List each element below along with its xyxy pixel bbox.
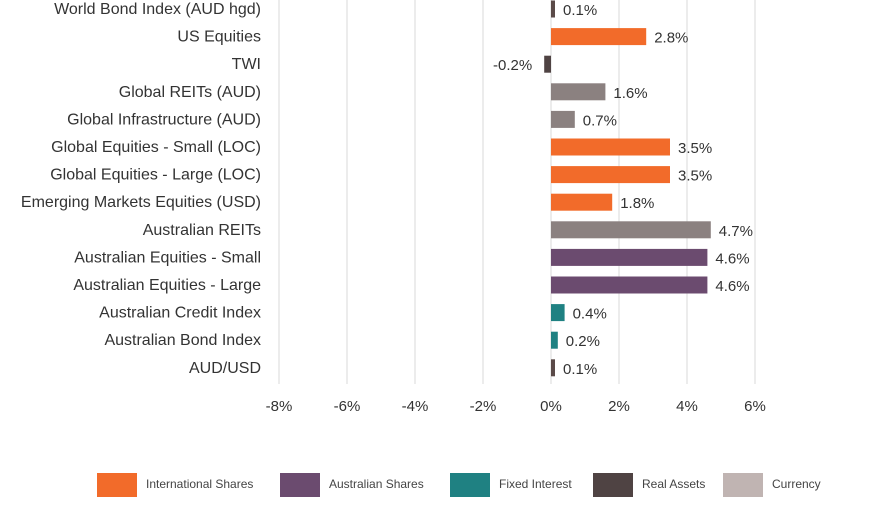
bar bbox=[551, 110, 575, 128]
bars bbox=[544, 0, 711, 377]
x-tick-label: 0% bbox=[540, 398, 562, 415]
x-tick-label: 6% bbox=[744, 398, 766, 415]
category-label: World Bond Index (AUD hgd) bbox=[54, 1, 261, 18]
x-tick-label: -6% bbox=[334, 398, 361, 415]
category-label: Emerging Markets Equities (USD) bbox=[21, 194, 261, 211]
category-label: Global REITs (AUD) bbox=[119, 84, 261, 101]
bar bbox=[551, 166, 670, 184]
value-label: 0.4% bbox=[573, 306, 607, 323]
category-label: Australian Bond Index bbox=[104, 332, 261, 349]
x-tick-label: -8% bbox=[266, 398, 293, 415]
legend-item: Fixed Interest bbox=[450, 473, 572, 497]
value-label: 0.1% bbox=[563, 361, 597, 378]
category-label: Australian Credit Index bbox=[99, 305, 261, 322]
legend-swatch bbox=[97, 473, 137, 497]
value-label: 2.8% bbox=[654, 30, 688, 47]
value-label: 4.6% bbox=[715, 278, 749, 295]
category-labels: World Bond Index (AUD hgd) US Equities TWI… bbox=[21, 1, 261, 377]
legend-swatch bbox=[593, 473, 633, 497]
legend-label: Fixed Interest bbox=[499, 477, 572, 491]
legend-label: International Shares bbox=[146, 477, 253, 491]
legend-label: Currency bbox=[772, 477, 821, 491]
x-tick-label: -2% bbox=[470, 398, 497, 415]
bar bbox=[551, 138, 670, 156]
value-label: 3.5% bbox=[678, 168, 712, 185]
category-label: US Equities bbox=[177, 29, 261, 46]
value-label: 4.6% bbox=[715, 250, 749, 267]
bar bbox=[551, 331, 558, 349]
legend-item: International Shares bbox=[97, 473, 253, 497]
value-label: 3.5% bbox=[678, 140, 712, 157]
x-axis-ticks: -8% -6% -4% -2% 0% 2% 4% 6% bbox=[266, 398, 766, 415]
category-label: Global Infrastructure (AUD) bbox=[67, 111, 261, 128]
legend-item: Real Assets bbox=[593, 473, 705, 497]
category-label: Global Equities - Large (LOC) bbox=[50, 167, 261, 184]
category-label: Australian Equities - Small bbox=[74, 249, 261, 266]
category-label: Australian REITs bbox=[143, 222, 261, 239]
value-labels: 0.1% 2.8% -0.2% 1.6% 0.7% 3.5% 3.5% 1.8% 4.7% 4.6… bbox=[493, 2, 753, 378]
legend-item: Australian Shares bbox=[280, 473, 424, 497]
bar bbox=[551, 276, 708, 294]
legend-swatch bbox=[450, 473, 490, 497]
value-label: 1.6% bbox=[613, 85, 647, 102]
legend-label: Real Assets bbox=[642, 477, 705, 491]
category-label: AUD/USD bbox=[189, 360, 261, 377]
x-tick-label: 4% bbox=[676, 398, 698, 415]
category-label: TWI bbox=[232, 56, 261, 73]
bar bbox=[551, 0, 555, 18]
value-label: 0.1% bbox=[563, 2, 597, 19]
legend: International Shares Australian Shares Fix… bbox=[97, 473, 821, 497]
x-tick-label: 2% bbox=[608, 398, 630, 415]
bar bbox=[551, 304, 565, 322]
bar bbox=[551, 248, 708, 266]
value-label: 0.2% bbox=[566, 333, 600, 350]
legend-label: Australian Shares bbox=[329, 477, 424, 491]
value-label: -0.2% bbox=[493, 57, 532, 74]
value-label: 0.7% bbox=[583, 112, 617, 129]
bar bbox=[551, 221, 711, 239]
legend-swatch bbox=[723, 473, 763, 497]
bar bbox=[551, 28, 647, 46]
bar bbox=[551, 193, 613, 211]
legend-item: Currency bbox=[723, 473, 821, 497]
value-label: 1.8% bbox=[620, 195, 654, 212]
bar bbox=[551, 83, 606, 101]
category-label: Australian Equities - Large bbox=[73, 277, 261, 294]
category-label: Global Equities - Small (LOC) bbox=[51, 139, 261, 156]
x-tick-label: -4% bbox=[402, 398, 429, 415]
value-label: 4.7% bbox=[719, 223, 753, 240]
bar bbox=[551, 359, 555, 377]
bar bbox=[544, 55, 551, 73]
legend-swatch bbox=[280, 473, 320, 497]
